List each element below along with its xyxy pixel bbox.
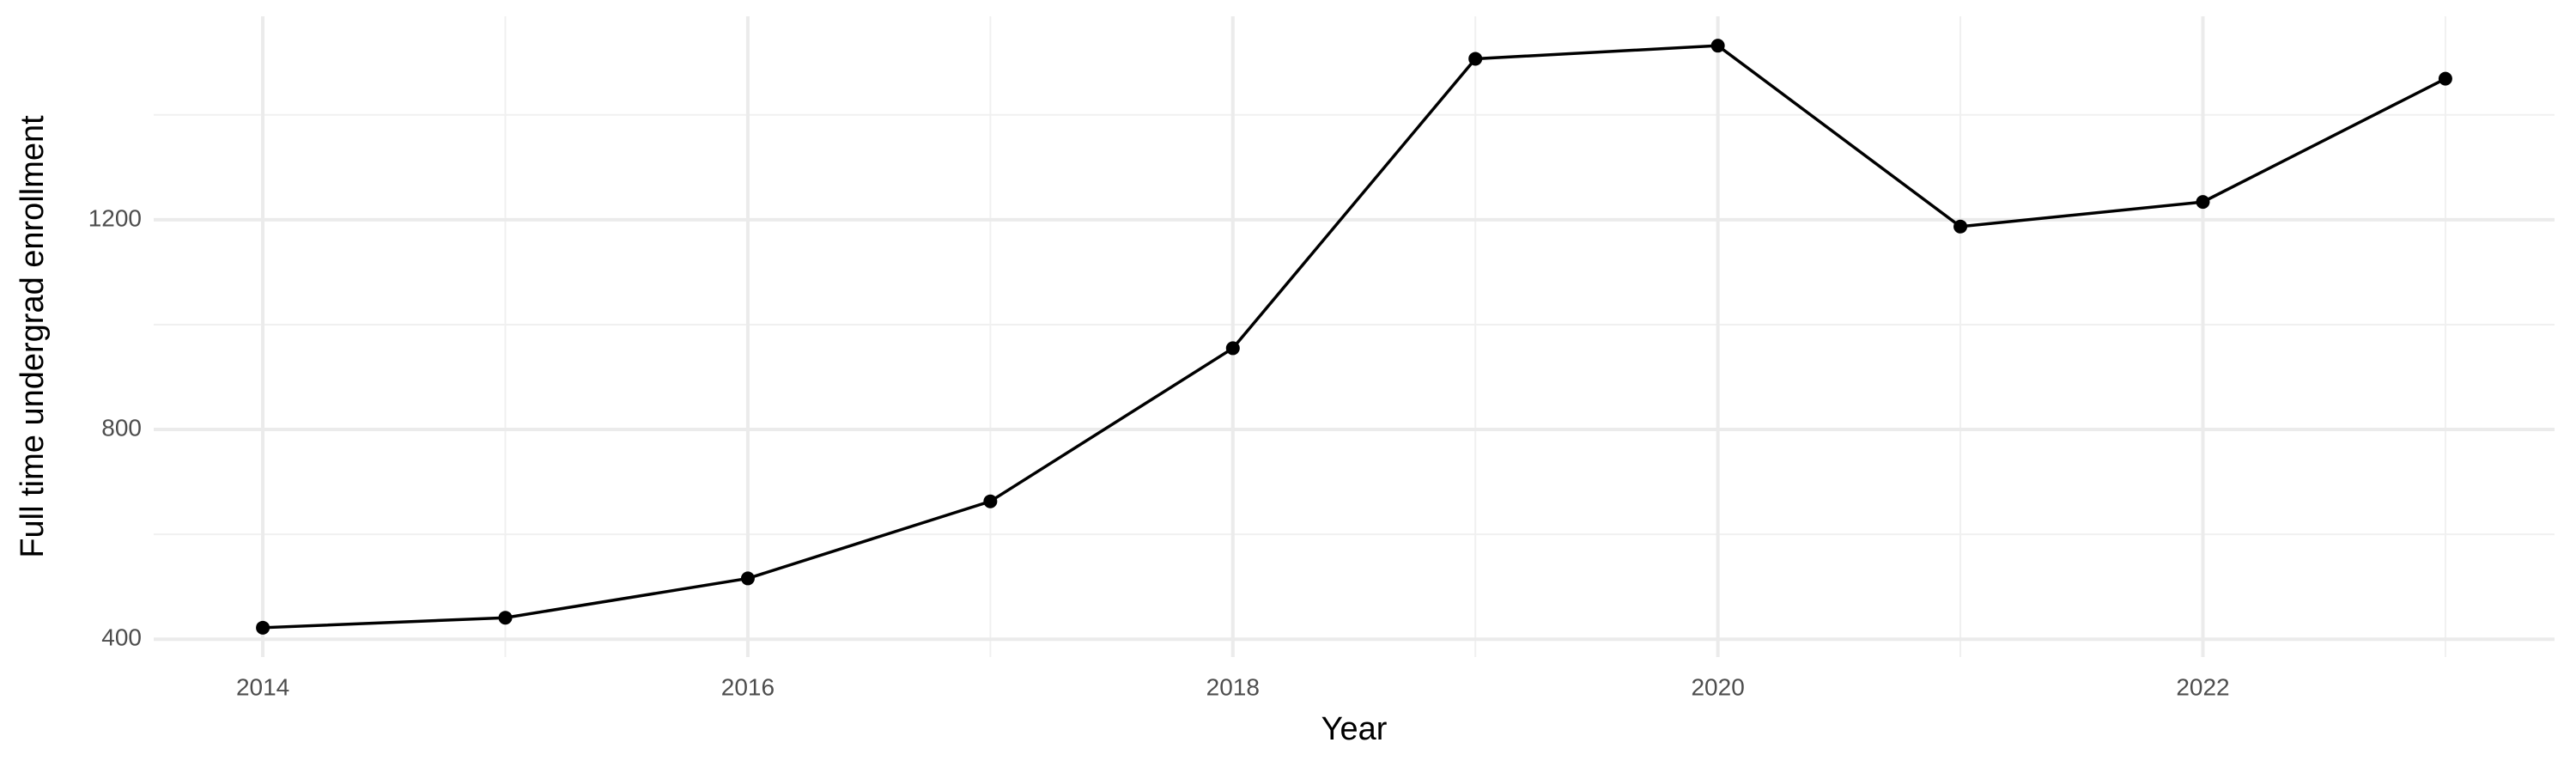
- y-tick-label: 1200: [88, 204, 142, 231]
- x-tick-label: 2020: [1691, 673, 1744, 700]
- x-tick-label: 2014: [236, 673, 289, 700]
- point: [1710, 39, 1725, 53]
- point: [1953, 219, 1968, 234]
- y-axis-title: Full time undergrad enrollment: [15, 115, 51, 558]
- x-tick-label: 2016: [721, 673, 775, 700]
- point: [983, 494, 998, 508]
- line: [263, 44, 2446, 630]
- point: [2438, 71, 2452, 86]
- point: [740, 571, 755, 586]
- point: [1468, 52, 1483, 66]
- x-tick-label: 2018: [1206, 673, 1260, 700]
- point: [2196, 195, 2210, 210]
- x-axis-title: Year: [1321, 711, 1388, 747]
- point: [1225, 341, 1240, 356]
- y-tick-label: 400: [101, 624, 142, 651]
- point: [256, 620, 270, 635]
- x-tick-label: 2022: [2176, 673, 2229, 700]
- y-tick-label: 800: [101, 414, 142, 441]
- point: [498, 611, 513, 625]
